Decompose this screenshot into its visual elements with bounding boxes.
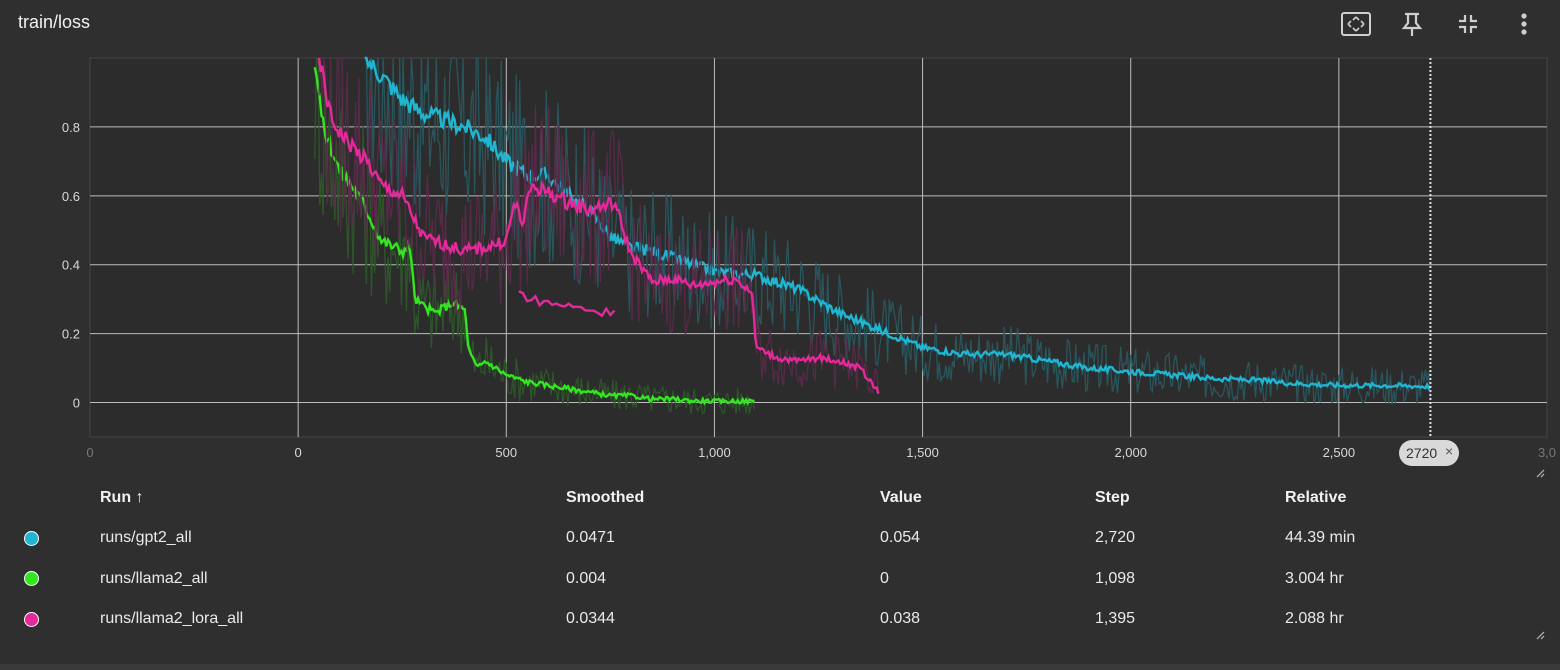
run-value: 0.054 [880, 529, 921, 547]
bottom-bar [0, 664, 1560, 670]
run-relative: 44.39 min [1285, 529, 1356, 547]
x-tick-label: 3,0 [1538, 445, 1556, 460]
panel-toolbar [1328, 8, 1552, 40]
header-step[interactable]: Step [1095, 489, 1130, 506]
run-color-dot [24, 611, 39, 627]
run-smoothed: 0.0471 [566, 529, 615, 547]
raw-series-line [364, 57, 1432, 405]
header-relative[interactable]: Relative [1285, 489, 1347, 506]
pin-icon [1401, 12, 1423, 36]
run-name: runs/llama2_lora_all [100, 610, 244, 628]
smoothed-series-line [364, 56, 1432, 391]
x-tick-label: 1,000 [698, 445, 731, 460]
pin-button[interactable] [1384, 8, 1440, 40]
y-tick-label: 0 [73, 396, 80, 411]
collapse-icon [1459, 15, 1477, 33]
run-smoothed: 0.0344 [566, 610, 615, 628]
runs-table: Run ↑ Smoothed Value Step Relative runs/… [0, 478, 1560, 640]
y-tick-label: 0.2 [62, 327, 80, 342]
run-smoothed: 0.004 [566, 569, 607, 587]
run-color-dot [24, 530, 39, 546]
table-header-row: Run ↑ Smoothed Value Step Relative [0, 478, 1560, 518]
more-button[interactable] [1496, 8, 1552, 40]
run-name: runs/gpt2_all [100, 529, 192, 547]
resize-handle-icon[interactable] [1535, 630, 1545, 640]
y-tick-label: 0.8 [62, 120, 80, 135]
table-row: runs/gpt2_all 0.0471 0.054 2,720 44.39 m… [0, 518, 1560, 559]
x-tick-label: 0 [86, 445, 93, 460]
header-value[interactable]: Value [880, 489, 922, 506]
fit-domain-icon [1341, 12, 1371, 36]
loss-chart[interactable]: 0 0.2 0.4 0.6 0.8 0 500 1,000 1,500 2,000 2,500 0 3,… [0, 50, 1560, 470]
run-name: runs/llama2_all [100, 569, 208, 587]
smoothed-series-line [317, 57, 880, 395]
x-tick-label: 500 [495, 445, 517, 460]
panel-title: train/loss [18, 12, 91, 32]
collapse-button[interactable] [1440, 8, 1496, 40]
run-step: 2,720 [1095, 529, 1136, 547]
smoothed-series-line [518, 290, 616, 318]
run-relative: 3.004 hr [1285, 569, 1344, 587]
header-color [0, 478, 100, 518]
step-cursor-label: 2720 [1406, 445, 1438, 461]
smoothed-series-line [313, 67, 756, 406]
table-row: runs/llama2_all 0.004 0 1,098 3.004 hr [0, 559, 1560, 600]
y-tick-label: 0.6 [62, 189, 80, 204]
header-smoothed[interactable]: Smoothed [566, 489, 645, 506]
x-tick-label: 2,000 [1114, 445, 1147, 460]
resize-handle-icon[interactable] [1535, 468, 1545, 478]
plot-area [89, 57, 1548, 438]
close-icon[interactable]: × [1444, 443, 1454, 459]
run-value: 0.038 [880, 610, 921, 628]
x-tick-label: 0 [295, 445, 302, 460]
run-relative: 2.088 hr [1285, 610, 1344, 628]
run-step: 1,395 [1095, 610, 1136, 628]
x-tick-label: 2,500 [1323, 445, 1356, 460]
run-value: 0 [880, 569, 889, 587]
more-vert-icon [1521, 13, 1527, 35]
header-run[interactable]: Run ↑ [100, 489, 144, 506]
y-tick-label: 0.4 [62, 258, 80, 273]
run-color-dot [24, 571, 39, 587]
x-tick-label: 1,500 [906, 445, 939, 460]
fit-domain-button[interactable] [1328, 8, 1384, 40]
step-cursor-badge[interactable]: 2720 × [1399, 440, 1460, 466]
run-step: 1,098 [1095, 569, 1136, 587]
table-row: runs/llama2_lora_all 0.0344 0.038 1,395 … [0, 599, 1560, 640]
